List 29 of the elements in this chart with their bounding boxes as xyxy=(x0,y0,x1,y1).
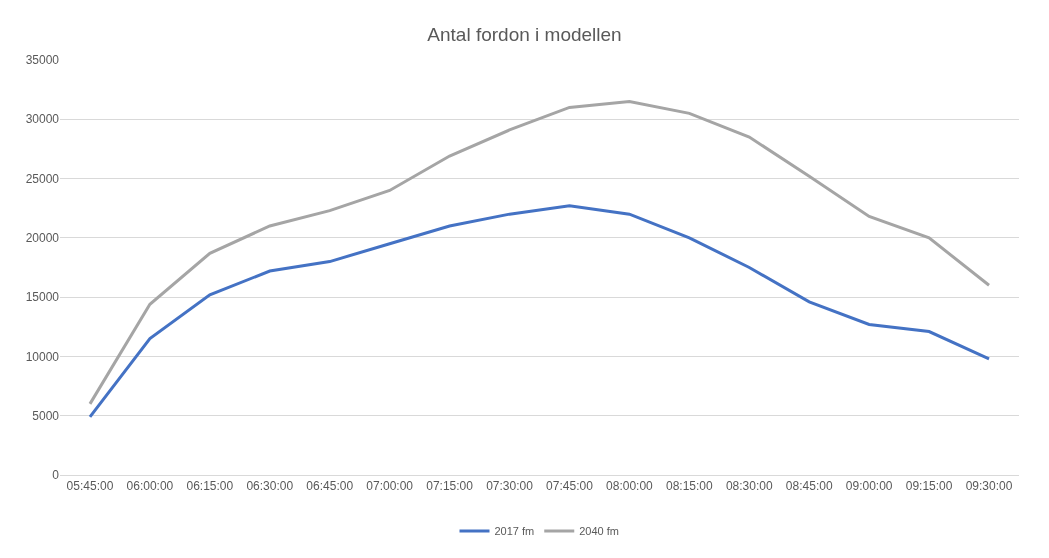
legend-label: 2017 fm xyxy=(494,525,535,538)
x-tick-label: 06:45:00 xyxy=(306,479,354,494)
x-tick-label: 07:45:00 xyxy=(546,479,594,494)
y-tick-label: 5000 xyxy=(32,408,60,423)
chart-title: Antal fordon i modellen xyxy=(427,24,622,46)
x-tick-label: 09:30:00 xyxy=(965,479,1013,494)
x-tick-label: 05:45:00 xyxy=(66,479,114,494)
x-tick-label: 06:15:00 xyxy=(186,479,234,494)
y-tick-label: 20000 xyxy=(25,231,60,246)
legend-label: 2040 fm xyxy=(579,525,619,538)
x-tick-label: 08:45:00 xyxy=(785,479,833,494)
y-tick-label: 30000 xyxy=(25,112,60,127)
y-tick-label: 25000 xyxy=(25,171,60,186)
x-tick-label: 06:30:00 xyxy=(246,479,294,494)
x-tick-label: 08:15:00 xyxy=(665,479,714,494)
x-tick-label: 07:00:00 xyxy=(366,479,414,494)
line-series xyxy=(88,100,991,406)
x-tick-label: 08:00:00 xyxy=(606,479,654,494)
x-tick-label: 09:00:00 xyxy=(845,479,893,494)
x-tick-label: 07:30:00 xyxy=(486,479,534,494)
y-tick-label: 0 xyxy=(52,468,60,483)
x-tick-label: 09:15:00 xyxy=(905,479,953,494)
y-tick-label: 35000 xyxy=(25,53,60,68)
y-tick-label: 15000 xyxy=(25,290,60,305)
x-tick-label: 07:15:00 xyxy=(426,479,474,494)
x-tick-label: 06:00:00 xyxy=(126,479,174,494)
line-series xyxy=(88,204,991,419)
y-tick-label: 10000 xyxy=(25,349,60,364)
x-tick-label: 08:30:00 xyxy=(725,479,773,494)
